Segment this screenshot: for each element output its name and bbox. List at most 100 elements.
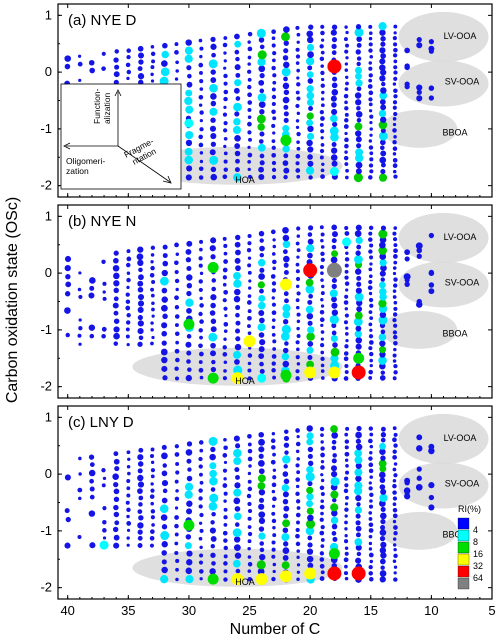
data-point: [113, 71, 120, 78]
highlight-point: [329, 166, 339, 176]
data-point: [272, 375, 276, 380]
data-point: [295, 284, 300, 289]
data-point: [283, 513, 289, 519]
data-point: [319, 309, 325, 315]
data-point: [223, 329, 228, 333]
data-point: [247, 331, 252, 335]
data-point: [64, 255, 72, 263]
data-point: [257, 301, 266, 310]
data-point: [198, 496, 203, 501]
data-point: [186, 81, 193, 88]
data-point: [210, 342, 216, 349]
data-point: [307, 232, 313, 237]
data-point: [199, 528, 204, 533]
data-point: [174, 295, 179, 301]
data-point: [150, 245, 156, 250]
data-point: [223, 251, 228, 256]
data-point: [258, 79, 265, 86]
data-point: [137, 461, 144, 467]
data-point: [247, 270, 252, 275]
data-point: [319, 122, 324, 127]
data-point: [344, 445, 349, 450]
data-point: [393, 473, 398, 478]
data-point: [393, 254, 398, 259]
data-point: [198, 360, 203, 364]
data-point: [210, 366, 217, 373]
data-point: [198, 94, 204, 100]
data-point: [185, 298, 194, 307]
data-point: [319, 485, 325, 491]
y-tick-label: -2: [40, 178, 52, 193]
data-point: [223, 561, 228, 566]
data-point: [344, 226, 349, 231]
data-point: [248, 286, 252, 290]
region-label: BBOA: [442, 128, 467, 138]
data-point: [379, 29, 386, 36]
data-point: [307, 340, 314, 347]
data-point: [270, 274, 276, 279]
data-point: [223, 577, 228, 582]
data-point: [332, 453, 337, 458]
x-tick-label: 25: [242, 603, 256, 618]
data-point: [356, 299, 363, 307]
data-point: [137, 45, 144, 52]
data-point: [174, 42, 179, 47]
data-point: [393, 462, 398, 466]
data-point: [320, 278, 324, 282]
data-point: [305, 285, 315, 294]
data-point: [175, 567, 179, 572]
data-point: [380, 512, 387, 520]
data-point: [320, 323, 324, 327]
data-point: [330, 29, 337, 36]
data-point: [210, 132, 217, 140]
data-point: [102, 528, 107, 533]
data-point: [272, 51, 277, 56]
data-point: [258, 431, 265, 438]
data-point: [223, 144, 227, 149]
data-point: [126, 514, 130, 519]
data-point: [199, 54, 203, 59]
data-point: [379, 287, 387, 296]
data-point: [113, 280, 120, 287]
data-point: [416, 434, 423, 441]
data-point: [271, 432, 276, 436]
data-point: [368, 462, 374, 468]
data-point: [185, 575, 194, 584]
data-point: [356, 306, 363, 312]
data-point: [185, 449, 193, 456]
data-point: [199, 335, 203, 340]
data-point: [198, 142, 204, 148]
data-point: [345, 426, 350, 431]
data-point: [307, 542, 313, 548]
data-point: [126, 277, 131, 283]
data-point: [210, 77, 217, 83]
data-point: [380, 426, 386, 432]
data-point: [258, 37, 265, 43]
data-point: [198, 536, 203, 541]
data-point: [161, 322, 168, 329]
data-point: [331, 531, 337, 536]
data-point: [257, 123, 265, 131]
data-point: [308, 24, 314, 30]
data-point: [247, 324, 251, 328]
data-point: [125, 305, 131, 311]
data-point: [344, 87, 349, 91]
legend-swatch: [457, 565, 470, 578]
data-point: [344, 514, 348, 518]
data-point: [223, 369, 227, 373]
data-point: [271, 87, 276, 92]
data-point: [233, 435, 240, 442]
data-point: [354, 230, 362, 237]
data-point: [428, 232, 435, 239]
data-point: [150, 447, 155, 452]
data-point: [186, 165, 193, 172]
data-point: [355, 438, 362, 444]
data-point: [184, 155, 193, 165]
data-point: [329, 314, 339, 325]
data-point: [223, 437, 227, 442]
data-point: [295, 463, 300, 468]
data-point: [234, 552, 242, 559]
data-point: [223, 337, 227, 341]
x-tick-label: 30: [182, 603, 196, 618]
data-point: [356, 61, 361, 67]
